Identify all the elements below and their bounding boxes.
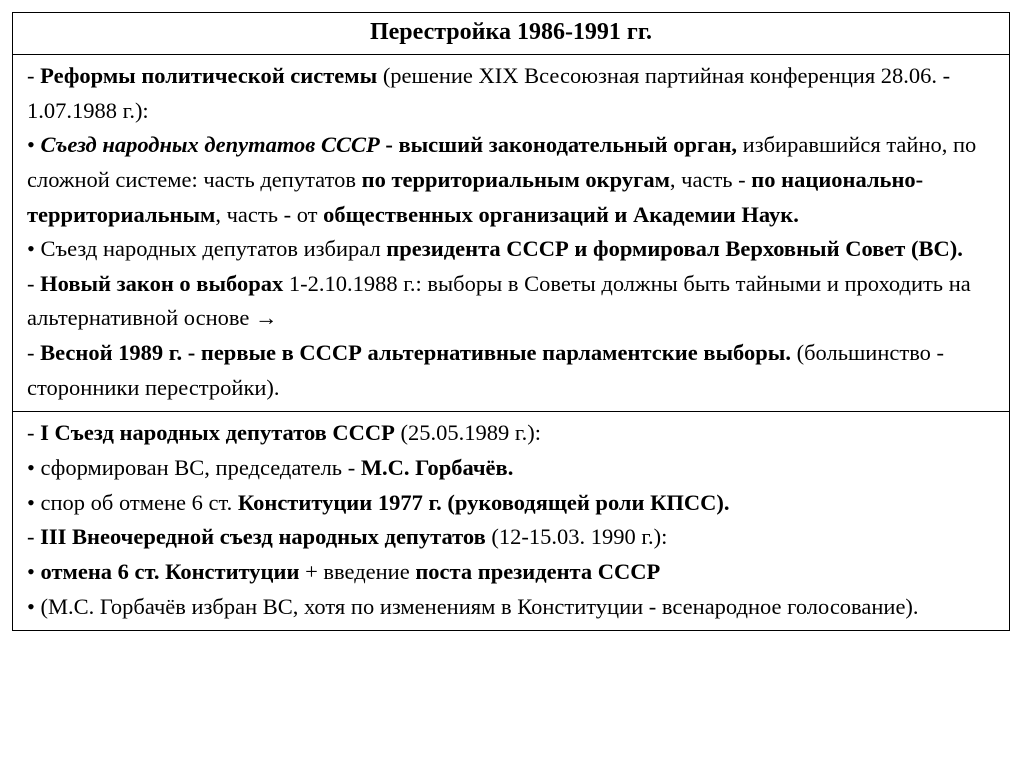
s2-l3-lead: • спор об отмене 6 ст. — [27, 490, 238, 515]
perestroika-table: Перестройка 1986-1991 гг. - Реформы поли… — [12, 12, 1010, 631]
elect-pres: президента СССР и формировал Верховный С… — [386, 236, 963, 261]
elect-line: • Съезд народных депутатов избирал прези… — [27, 232, 999, 267]
s2-l1-lead: - — [27, 420, 40, 445]
spring-line: - Весной 1989 г. - первые в СССР альтерн… — [27, 336, 999, 405]
reforms-label: Реформы политической системы — [40, 63, 377, 88]
spring-label: Весной 1989 г. - первые в СССР альтернат… — [40, 340, 791, 365]
s2-l4-lead: - — [27, 524, 40, 549]
s2-l4-label: III Внеочередной съезд народных депутато… — [40, 524, 486, 549]
congress-orgs: общественных организаций и Академии Наук… — [323, 202, 799, 227]
s2-l1-tail: (25.05.1989 г.): — [395, 420, 541, 445]
s2-l5-lead: • — [27, 559, 41, 584]
congress-text-b: , часть - — [670, 167, 751, 192]
s2-l1-label: I Съезд народных депутатов СССР — [40, 420, 395, 445]
s2-l4-tail: (12-15.03. 1990 г.): — [486, 524, 668, 549]
bullet-1: • — [27, 132, 41, 157]
elect-lead: • Съезд народных депутатов избирал — [27, 236, 386, 261]
s2-line6: • (М.С. Горбачёв избран ВС, хотя по изме… — [27, 590, 999, 625]
s2-l6: • (М.С. Горбачёв избран ВС, хотя по изме… — [27, 594, 919, 619]
congress-line: • Съезд народных депутатов СССР - высший… — [27, 128, 999, 232]
congress-role: высший законодательный орган, — [398, 132, 737, 157]
law-line: - Новый закон о выборах 1-2.10.1988 г.: … — [27, 267, 999, 336]
reforms-lead: - — [27, 63, 40, 88]
spring-lead: - — [27, 340, 40, 365]
s2-l5-plus: + введение — [299, 559, 415, 584]
congress-text-c: , часть - от — [215, 202, 323, 227]
section-1: - Реформы политической системы (решение … — [13, 55, 1009, 412]
law-lead: - — [27, 271, 40, 296]
s2-l3-label: Конституции 1977 г. (руководящей роли КП… — [238, 490, 730, 515]
title-row: Перестройка 1986-1991 гг. — [13, 13, 1009, 55]
s2-line2: • сформирован ВС, председатель - М.С. Го… — [27, 451, 999, 486]
s2-line4: - III Внеочередной съезд народных депута… — [27, 520, 999, 555]
s2-l2-name: М.С. Горбачёв. — [361, 455, 514, 480]
s2-l5-b: поста президента СССР — [415, 559, 660, 584]
reforms-line: - Реформы политической системы (решение … — [27, 59, 999, 128]
s2-l2-lead: • сформирован ВС, председатель - — [27, 455, 361, 480]
congress-name: Съезд народных депутатов СССР — [41, 132, 380, 157]
s2-l5-a: отмена 6 ст. Конституции — [41, 559, 300, 584]
s2-line5: • отмена 6 ст. Конституции + введение по… — [27, 555, 999, 590]
law-label: Новый закон о выборах — [40, 271, 283, 296]
s2-line3: • спор об отмене 6 ст. Конституции 1977 … — [27, 486, 999, 521]
s2-line1: - I Съезд народных депутатов СССР (25.05… — [27, 416, 999, 451]
congress-terr: по территориальным округам — [362, 167, 670, 192]
section-2: - I Съезд народных депутатов СССР (25.05… — [13, 412, 1009, 630]
congress-dash: - — [380, 132, 399, 157]
title-text: Перестройка 1986-1991 гг. — [370, 19, 652, 45]
